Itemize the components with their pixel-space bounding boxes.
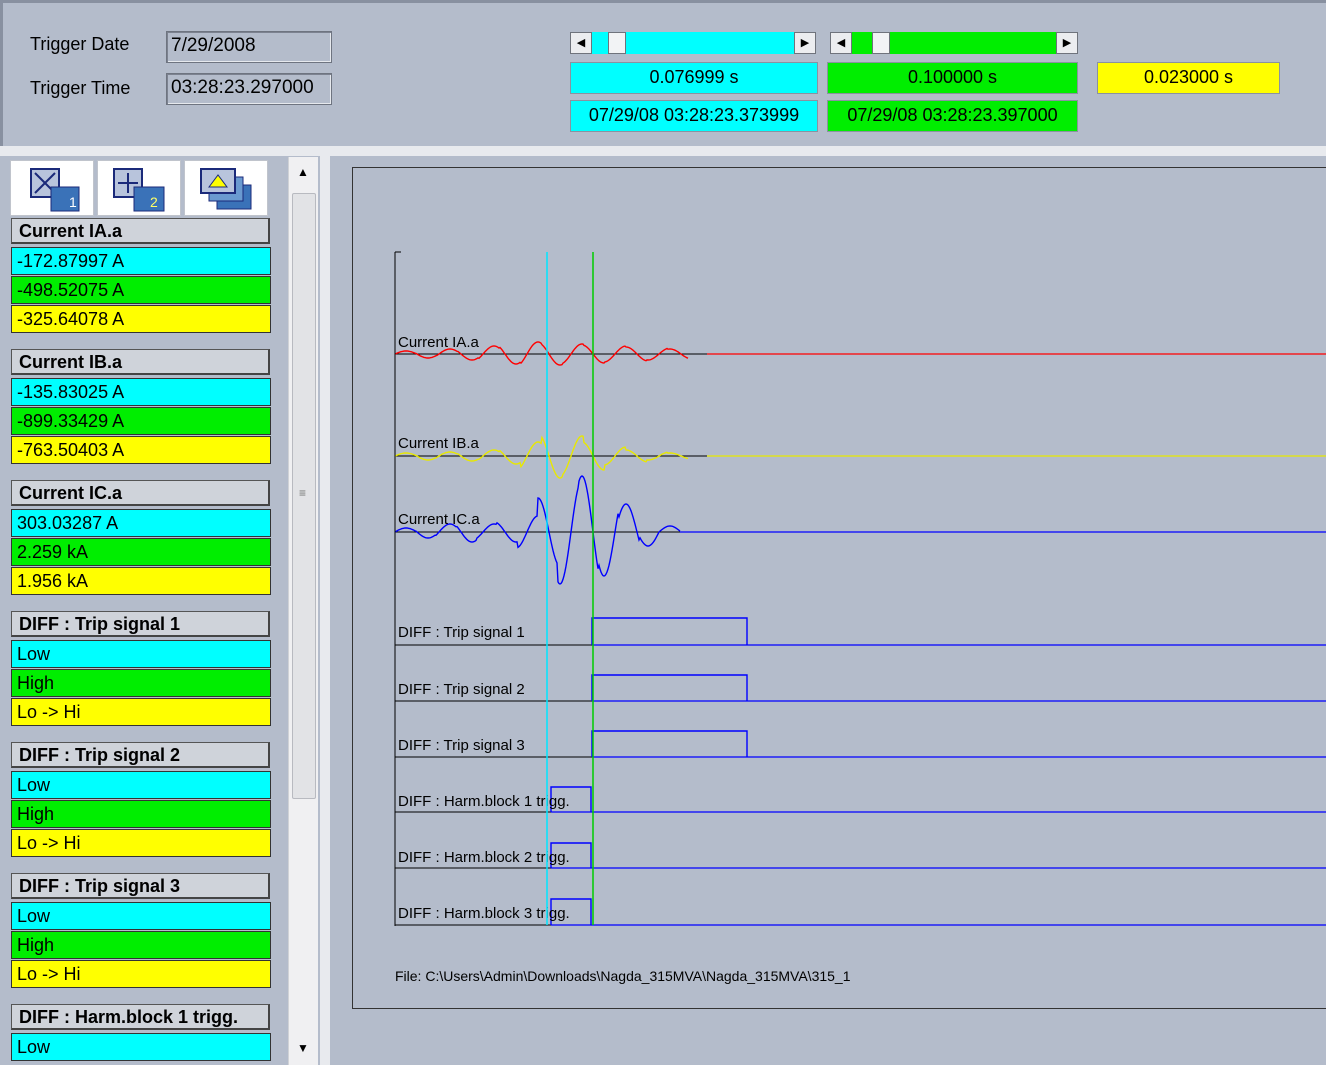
- trace-waveform: [394, 475, 681, 585]
- trigger-date-field[interactable]: 7/29/2008: [166, 31, 332, 63]
- scroll-up-icon[interactable]: ▲: [297, 165, 309, 179]
- cursor-2-icon: 2: [113, 168, 165, 212]
- channel-header[interactable]: Current IA.a: [11, 218, 270, 244]
- trace-high-pulse: [550, 898, 592, 925]
- cursor2-timestamp: 07/29/08 03:28:23.397000: [827, 100, 1078, 132]
- cursor2-delta-value: 0.100000 s: [827, 62, 1078, 94]
- channel-header[interactable]: DIFF : Harm.block 1 trigg.: [11, 1004, 270, 1030]
- file-path-label: File: C:\Users\Admin\Downloads\Nagda_315…: [395, 968, 851, 984]
- trace-label: Current IA.a: [398, 334, 480, 351]
- cursor1-value: Low: [11, 902, 271, 930]
- trace-waveform: [394, 435, 689, 479]
- svg-text:1: 1: [69, 194, 77, 210]
- cursor2-scroll-thumb[interactable]: [872, 32, 890, 54]
- cursor-1-button[interactable]: 1: [10, 160, 94, 216]
- trace-label: Current IC.a: [398, 511, 480, 528]
- difference-value: Lo -> Hi: [11, 960, 271, 988]
- cursor2-scroll-track[interactable]: [852, 32, 1056, 54]
- waveform-plot-frame: [352, 167, 1326, 1009]
- cursor1-value: 303.03287 A: [11, 509, 271, 537]
- channel-header[interactable]: DIFF : Trip signal 2: [11, 742, 270, 768]
- svg-text:2: 2: [150, 194, 158, 210]
- cursor1-scroll-thumb[interactable]: [608, 32, 626, 54]
- cursor2-value: High: [11, 800, 271, 828]
- layers-icon: [200, 168, 252, 210]
- trace-label: DIFF : Harm.block 3 trigg.: [398, 905, 570, 922]
- channel-header[interactable]: Current IB.a: [11, 349, 270, 375]
- channel-header[interactable]: DIFF : Trip signal 1: [11, 611, 270, 637]
- layers-button[interactable]: [184, 160, 268, 216]
- channel-header[interactable]: Current IC.a: [11, 480, 270, 506]
- cursor1-value: -172.87997 A: [11, 247, 271, 275]
- cursor1-timestamp: 07/29/08 03:28:23.373999: [570, 100, 818, 132]
- channel-list-scrollbar[interactable]: ▲ ≡ ▼: [288, 157, 318, 1065]
- trace-label: DIFF : Trip signal 1: [398, 624, 525, 641]
- cursor-difference-value: 0.023000 s: [1097, 62, 1280, 94]
- cursor1-scroll-right-button[interactable]: ▶: [794, 32, 816, 54]
- trace-waveform: [394, 341, 689, 366]
- difference-value: Lo -> Hi: [11, 829, 271, 857]
- trace-label: DIFF : Trip signal 3: [398, 737, 525, 754]
- cursor1-value: -135.83025 A: [11, 378, 271, 406]
- difference-value: Lo -> Hi: [11, 698, 271, 726]
- cursor1-value: Low: [11, 640, 271, 668]
- trigger-time-label: Trigger Time: [30, 78, 131, 98]
- trace-high-pulse: [550, 842, 592, 868]
- cursor2-value: 2.259 kA: [11, 538, 271, 566]
- cursor2-value: High: [11, 669, 271, 697]
- difference-value: -763.50403 A: [11, 436, 271, 464]
- cursor2-value: High: [11, 931, 271, 959]
- cursor1-scroll-left-button[interactable]: ◀: [570, 32, 592, 54]
- channel-list-scroll-thumb[interactable]: ≡: [292, 193, 316, 799]
- trigger-time-field[interactable]: 03:28:23.297000: [166, 73, 332, 105]
- cursor2-scroll-right-button[interactable]: ▶: [1056, 32, 1078, 54]
- trigger-date-label: Trigger Date: [30, 34, 130, 54]
- trace-label: Current IB.a: [398, 435, 480, 452]
- trace-label: DIFF : Harm.block 1 trigg.: [398, 793, 570, 810]
- trace-high-pulse: [591, 674, 748, 701]
- arrow-left-icon: ◀: [836, 37, 846, 49]
- difference-value: 1.956 kA: [11, 567, 271, 595]
- trace-high-pulse: [591, 730, 748, 757]
- arrow-right-icon: ▶: [800, 37, 810, 49]
- trace-high-pulse: [550, 786, 592, 812]
- channel-header[interactable]: DIFF : Trip signal 3: [11, 873, 270, 899]
- cursor2-value: -899.33429 A: [11, 407, 271, 435]
- waveform-panel: [320, 156, 1326, 1065]
- scroll-down-icon[interactable]: ▼: [297, 1041, 309, 1055]
- cursor1-value: Low: [11, 771, 271, 799]
- trace-label: DIFF : Trip signal 2: [398, 681, 525, 698]
- cursor1-value: Low: [11, 1033, 271, 1061]
- cursor1-scroll-track[interactable]: [592, 32, 794, 54]
- trace-high-pulse: [591, 617, 748, 645]
- cursor1-delta-value: 0.076999 s: [570, 62, 818, 94]
- cursor2-scroll-left-button[interactable]: ◀: [830, 32, 852, 54]
- panel-divider: [0, 146, 1326, 156]
- arrow-left-icon: ◀: [576, 37, 586, 49]
- cursor2-value: -498.52075 A: [11, 276, 271, 304]
- difference-value: -325.64078 A: [11, 305, 271, 333]
- grip-icon: ≡: [299, 486, 307, 500]
- cursor-2-button[interactable]: 2: [97, 160, 181, 216]
- trace-label: DIFF : Harm.block 2 trigg.: [398, 849, 570, 866]
- arrow-right-icon: ▶: [1062, 37, 1072, 49]
- cursor-1-icon: 1: [30, 168, 80, 212]
